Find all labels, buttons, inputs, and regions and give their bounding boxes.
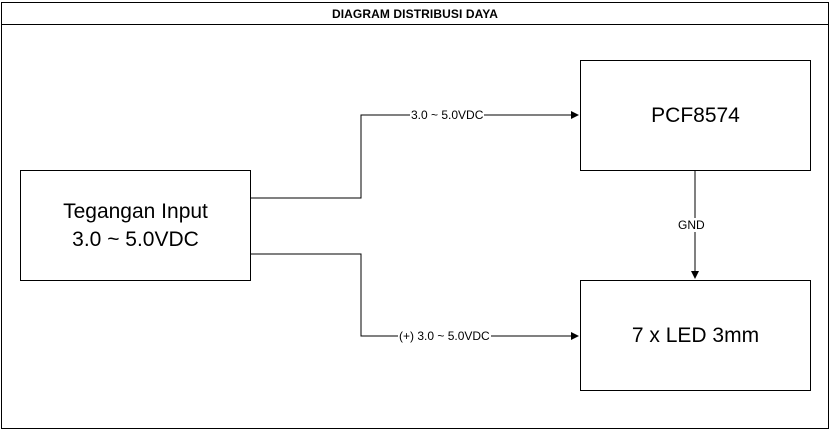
- edge-label-input-to-led: (+) 3.0 ~ 5.0VDC: [398, 329, 491, 343]
- node-pcf8574: PCF8574: [580, 60, 811, 171]
- diagram-title: DIAGRAM DISTRIBUSI DAYA: [331, 6, 499, 21]
- edge-label-pcf-to-led: GND: [677, 218, 706, 232]
- node-voltage-input-range: 3.0 ~ 5.0VDC: [72, 227, 199, 251]
- node-led-array: 7 x LED 3mm: [580, 280, 811, 391]
- node-voltage-input-title: Tegangan Input: [63, 199, 208, 223]
- node-led-array-label: 7 x LED 3mm: [631, 323, 760, 347]
- diagram-title-bar: DIAGRAM DISTRIBUSI DAYA: [1, 2, 829, 25]
- edge-input-to-led: [251, 253, 579, 340]
- edge-label-input-to-pcf: 3.0 ~ 5.0VDC: [410, 108, 485, 122]
- node-voltage-input: Tegangan Input 3.0 ~ 5.0VDC: [20, 170, 251, 281]
- edge-input-to-pcf: [251, 111, 579, 199]
- node-pcf8574-label: PCF8574: [651, 103, 740, 127]
